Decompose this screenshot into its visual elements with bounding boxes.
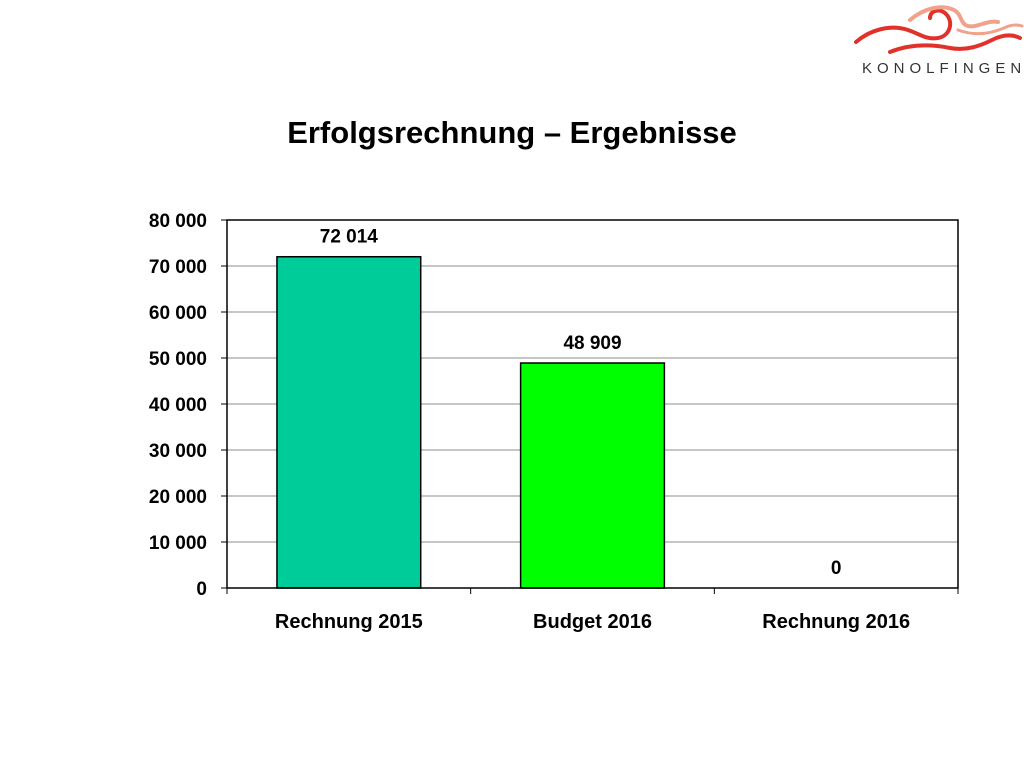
y-tick-label: 80 000 — [149, 211, 207, 232]
x-category-label: Budget 2016 — [533, 611, 652, 633]
data-label: 48 909 — [563, 333, 621, 354]
x-category-label: Rechnung 2016 — [762, 611, 910, 633]
x-category-label: Rechnung 2015 — [275, 611, 423, 633]
brand-name: KONOLFINGEN — [862, 60, 1024, 77]
plot-border — [226, 219, 959, 589]
y-tick-label: 50 000 — [149, 349, 207, 370]
chart-title: Erfolgsrechnung – Ergebnisse — [0, 115, 1024, 151]
y-tick-label: 40 000 — [149, 395, 207, 416]
y-tick-label: 60 000 — [149, 303, 207, 324]
chart-title-text: Erfolgsrechnung – Ergebnisse — [287, 115, 737, 150]
konolfingen-horse-logo-icon — [854, 5, 1024, 54]
bar — [276, 255, 422, 589]
y-tick-label: 10 000 — [149, 533, 207, 554]
y-tick-label: 20 000 — [149, 487, 207, 508]
konolfingen-logo: KONOLFINGEN — [850, 0, 1024, 90]
y-tick-label: 70 000 — [149, 257, 207, 278]
data-label: 72 014 — [320, 227, 379, 248]
data-label: 0 — [831, 558, 842, 579]
y-tick-label: 0 — [196, 579, 207, 600]
y-tick-label: 30 000 — [149, 441, 207, 462]
bar — [519, 362, 666, 589]
